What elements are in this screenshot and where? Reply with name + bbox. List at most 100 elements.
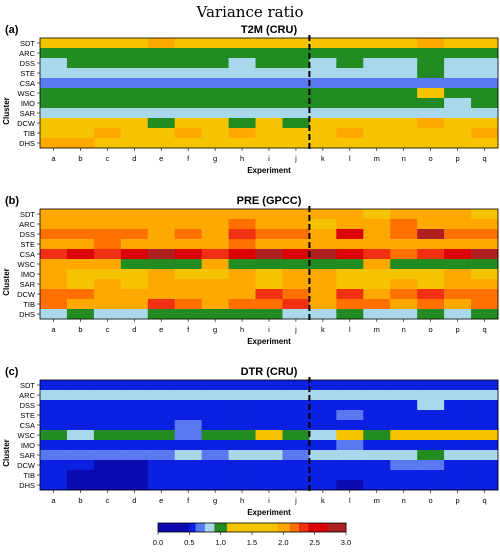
heatmap-cell (417, 38, 445, 49)
heatmap-cell (228, 219, 256, 230)
heatmap-cell (120, 420, 149, 431)
colorbar-bin (158, 523, 190, 532)
heatmap-cell (417, 269, 445, 280)
heatmap-cell (66, 430, 95, 441)
heatmap-cell (201, 299, 229, 310)
heatmap-cell (40, 249, 68, 260)
x-tick-label: o (429, 325, 433, 334)
heatmap-cell (309, 410, 337, 421)
heatmap-cell (147, 420, 176, 431)
heatmap-cell (40, 390, 68, 401)
heatmap-cell (120, 98, 149, 109)
heatmap-cell (66, 380, 95, 391)
heatmap-cell (66, 410, 95, 421)
heatmap-cell (228, 98, 256, 109)
heatmap-cell (363, 289, 391, 300)
colorbar-tick-label: 3.0 (341, 538, 351, 547)
heatmap-cell (255, 138, 283, 149)
heatmap-cell (174, 68, 202, 79)
heatmap-cell (363, 108, 391, 119)
heatmap-cell (147, 88, 176, 99)
heatmap-cell (471, 128, 499, 139)
heatmap-cell (471, 98, 499, 109)
heatmap-cell (174, 38, 202, 49)
x-tick-label: i (268, 496, 270, 505)
heatmap-cell (417, 259, 445, 270)
heatmap-cell (471, 219, 499, 230)
heatmap-cell (255, 209, 283, 220)
heatmap-cell (201, 98, 229, 109)
heatmap-cell (66, 128, 95, 139)
heatmap-cell (390, 48, 418, 59)
heatmap-cell (174, 239, 202, 250)
heatmap-cell (255, 420, 283, 431)
heatmap-cell (417, 410, 445, 421)
heatmap-cell (336, 289, 364, 300)
heatmap-cell (282, 249, 310, 260)
heatmap-cell (120, 269, 149, 280)
heatmap-cell (40, 279, 68, 290)
heatmap-cell (147, 259, 176, 270)
x-tick-label: g (213, 154, 217, 163)
heatmap-cell (417, 219, 445, 230)
heatmap-cell (471, 259, 499, 270)
heatmap-cell (228, 480, 256, 491)
x-tick-label: g (213, 325, 217, 334)
heatmap-cell (174, 219, 202, 230)
heatmap-cell (417, 440, 445, 451)
y-tick-label: ARC (19, 49, 35, 58)
heatmap-cell (40, 380, 68, 391)
colorbar-bin (226, 523, 278, 532)
heatmap-cell (255, 400, 283, 411)
heatmap-cell (309, 279, 337, 290)
colorbar-bin (205, 523, 215, 532)
x-tick-label: h (240, 154, 244, 163)
heatmap-cell (471, 400, 499, 411)
heatmap-cell (390, 219, 418, 230)
heatmap-cell (228, 249, 256, 260)
heatmap-cell (228, 309, 256, 320)
heatmap-cell (417, 480, 445, 491)
heatmap-cell (363, 138, 391, 149)
y-tick-label: IMO (21, 270, 35, 279)
heatmap-cell (40, 410, 68, 421)
heatmap-cell (66, 279, 95, 290)
heatmap-cell (147, 219, 176, 230)
heatmap-cell (471, 118, 499, 129)
heatmap-cell (228, 239, 256, 250)
heatmap-cell (147, 138, 176, 149)
heatmap-cell (417, 128, 445, 139)
heatmap-cell (147, 309, 176, 320)
heatmap-cell (390, 299, 418, 310)
heatmap-cell (444, 400, 472, 411)
heatmap-cell (66, 239, 95, 250)
heatmap-cell (174, 400, 202, 411)
heatmap-cell (390, 289, 418, 300)
heatmap-cell (282, 239, 310, 250)
heatmap-cell (40, 470, 68, 481)
heatmap-cell (66, 229, 95, 240)
heatmap-cell (174, 289, 202, 300)
heatmap-cell (390, 269, 418, 280)
heatmap-cell (93, 279, 122, 290)
heatmap-cell (282, 98, 310, 109)
heatmap-cell (40, 269, 68, 280)
heatmap-cell (336, 460, 364, 471)
heatmap-cell (120, 48, 149, 59)
heatmap-cell (444, 259, 472, 270)
heatmap-cell (174, 98, 202, 109)
heatmap-cell (147, 58, 176, 69)
heatmap-cell (471, 410, 499, 421)
heatmap-cell (174, 480, 202, 491)
heatmap-cell (40, 289, 68, 300)
heatmap-cell (444, 48, 472, 59)
y-tick-label: STE (20, 240, 35, 249)
heatmap-cell (282, 88, 310, 99)
heatmap-cell (40, 128, 68, 139)
x-tick-label: j (294, 154, 297, 163)
colorbar-tick-label: 0.5 (184, 538, 194, 547)
heatmap-cell (363, 470, 391, 481)
heatmap-cell (309, 48, 337, 59)
heatmap-cell (228, 108, 256, 119)
heatmap-cell (444, 289, 472, 300)
